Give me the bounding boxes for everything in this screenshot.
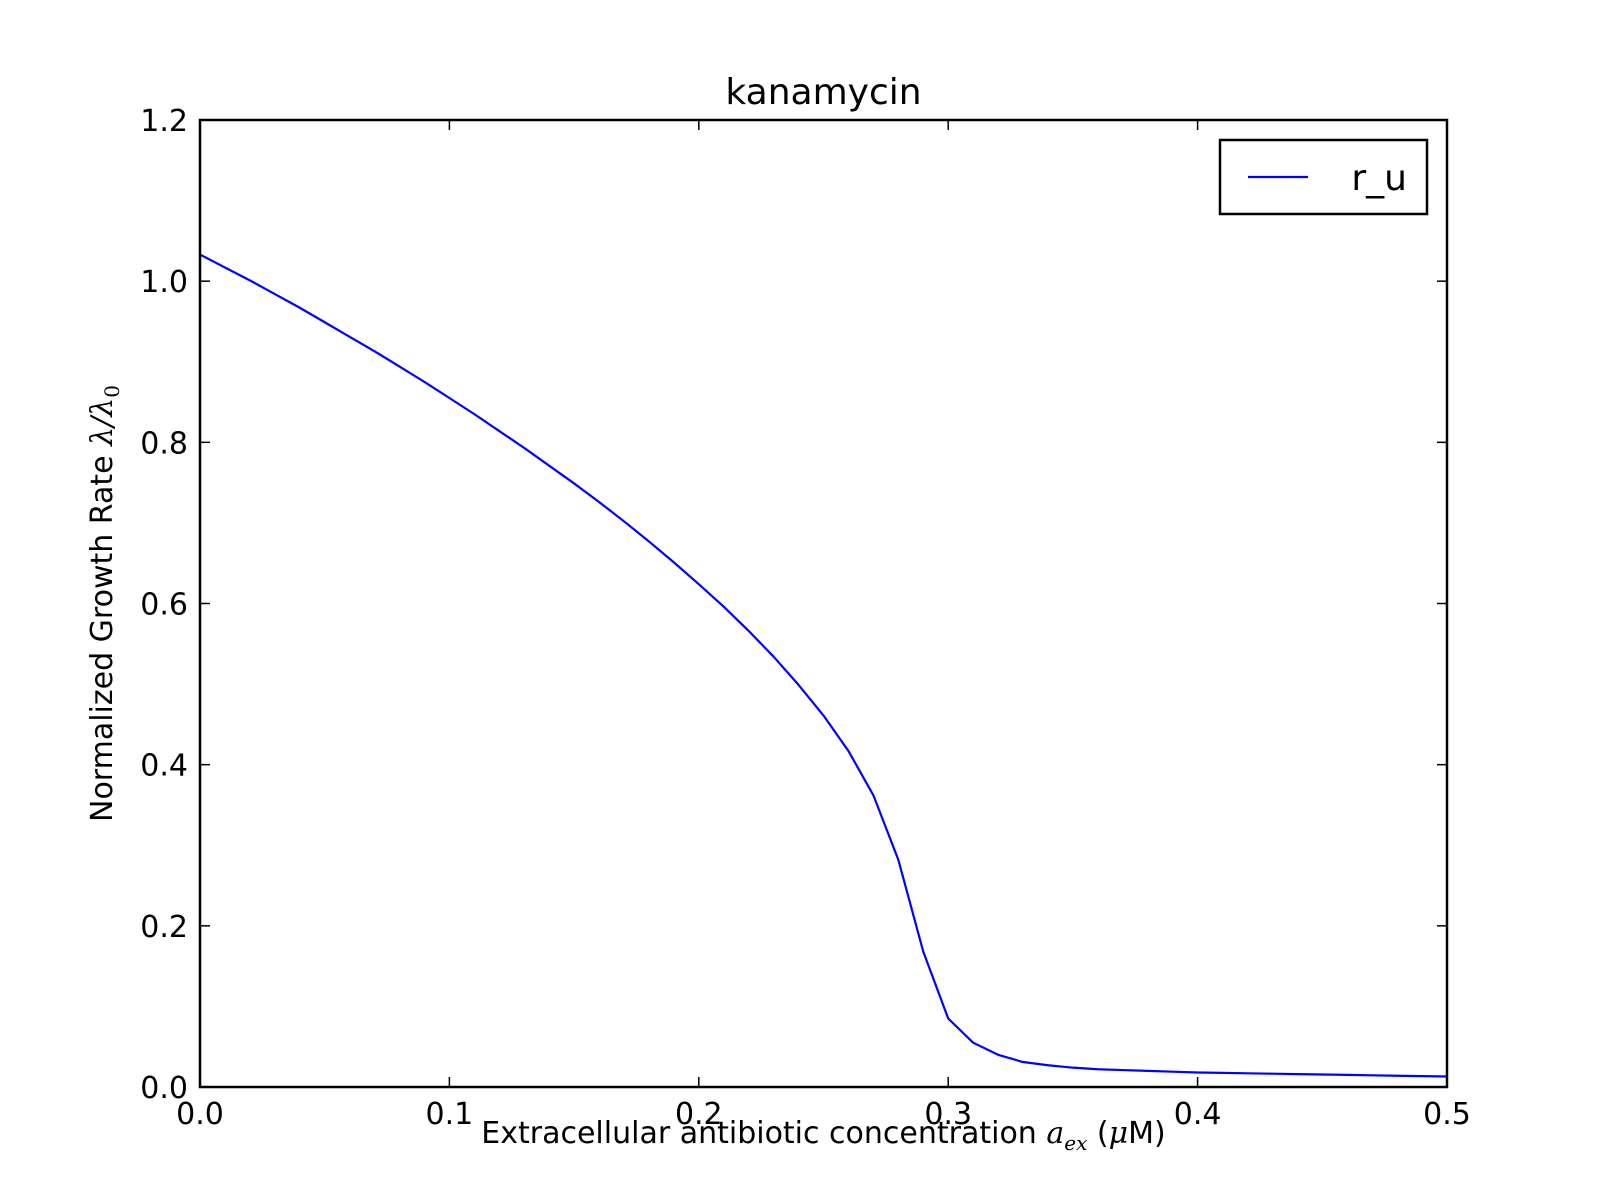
series-layer [199,253,1448,1078]
x-axis-label-subscript: ex [1064,1131,1087,1155]
y-tick-label: 0.6 [140,588,188,623]
x-tick-label: 0.1 [426,1097,474,1132]
x-tick-label: 0.4 [1174,1097,1222,1132]
y-axis-label-subscript: 0 [100,385,124,398]
y-tick-label: 1.2 [140,104,188,139]
axis-ticks: 0.0 0.1 0.2 0.3 0.4 0.5 0.0 0.2 0.4 0.6 0.8 1.0 1.2 [140,104,1471,1132]
x-tick-label: 0.2 [675,1097,723,1132]
plot-frame [198,118,1449,1089]
x-axis-label-unit-open: ( [1087,1116,1108,1151]
legend: r_u [1218,138,1429,216]
y-tick-label: 0.2 [140,910,188,945]
y-axis-label-symbol: λ/λ [85,398,120,447]
y-tick-label: 0.4 [140,749,188,784]
series-line-r-u [199,253,1448,1078]
y-tick-label: 0.0 [140,1071,188,1106]
y-axis-label: Normalized Growth Rate λ/λ0 [85,385,124,822]
x-axis-label-prefix: Extracellular antibiotic concentration [481,1116,1046,1151]
x-axis-label-unit-rest: M) [1128,1116,1166,1151]
y-axis-label-prefix: Normalized Growth Rate [85,446,120,822]
legend-label: r_u [1351,158,1407,199]
x-axis-label: Extracellular antibiotic concentration a… [481,1116,1165,1155]
x-axis-label-unit-symbol: μ [1109,1116,1129,1151]
y-tick-label: 1.0 [140,265,188,300]
x-tick-label: 0.0 [176,1097,224,1132]
x-axis-label-symbol: a [1046,1116,1064,1151]
chart-title: kanamycin [725,72,921,113]
x-tick-label: 0.5 [1423,1097,1471,1132]
x-tick-label: 0.3 [924,1097,972,1132]
y-tick-label: 0.8 [140,426,188,461]
